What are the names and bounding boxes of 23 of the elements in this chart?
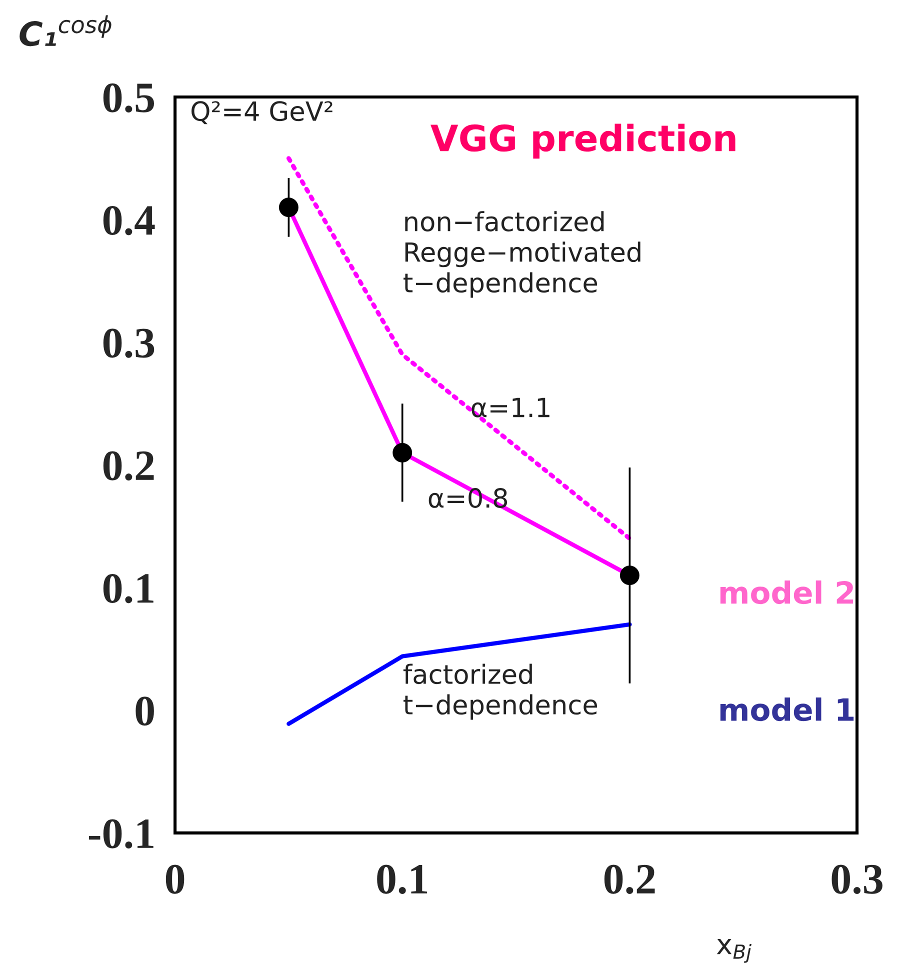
y-tick-label: 0.4: [103, 206, 155, 236]
x-axis-title: x$_{Bj}$: [716, 938, 752, 963]
annotation: non−factorized Regge−motivated t−dependence: [404, 211, 640, 298]
annotation: VGG prediction: [430, 124, 736, 159]
point: [392, 443, 412, 462]
point: [278, 198, 298, 218]
x-tick-label: 0: [166, 864, 184, 894]
y-tick-label: 0.2: [103, 451, 154, 481]
y-tick-label: 0.5: [103, 83, 154, 113]
annotation: α=1.1: [472, 398, 550, 418]
y-tick-label: -0.1: [89, 819, 154, 849]
y-tick-label: 0.3: [103, 328, 154, 358]
y-tick-label: 0: [136, 696, 154, 726]
annotation: model 1: [720, 697, 854, 722]
x-tick-label: 0.2: [604, 864, 655, 894]
y-axis-title: C₁$^{cosϕ}$: [20, 15, 112, 46]
annotation: model 2: [720, 580, 854, 604]
x-tick-label: 0.3: [832, 864, 882, 894]
y-tick-label: 0.1: [103, 574, 154, 604]
annotation: factorized t−dependence: [403, 664, 598, 720]
annotation: Q²=4 GeV²: [192, 101, 332, 124]
point: [620, 566, 640, 586]
x-tick-label: 0.1: [377, 864, 428, 894]
